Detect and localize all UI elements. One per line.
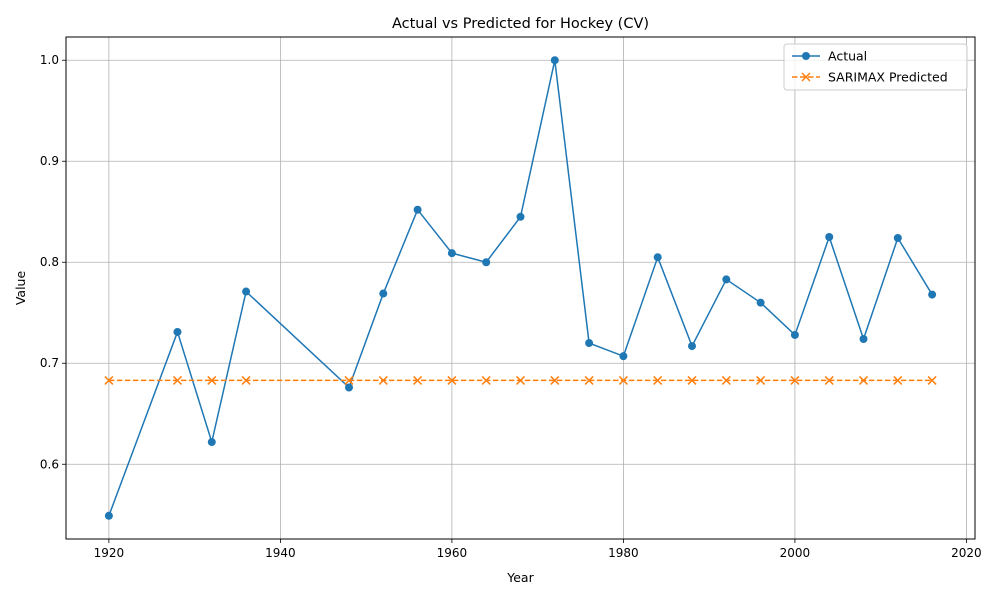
data-point-actual [653, 253, 662, 262]
data-point-actual [242, 287, 251, 296]
x-tick-label: 1960 [437, 546, 468, 560]
data-point-actual [104, 511, 113, 520]
y-axis-label: Value [13, 271, 28, 306]
series-layer [104, 56, 937, 520]
series-actual [104, 56, 937, 520]
data-point-sarimax-predicted [858, 375, 869, 385]
data-point-sarimax-predicted [413, 375, 423, 385]
x-tick-label: 1980 [608, 546, 639, 560]
y-tick-label: 0.9 [40, 154, 59, 168]
data-point-sarimax-predicted [550, 375, 560, 385]
data-point-actual [585, 339, 594, 348]
data-point-actual [859, 335, 868, 344]
data-point-sarimax-predicted [241, 375, 251, 385]
data-point-actual [207, 438, 216, 447]
data-point-actual [688, 342, 697, 351]
data-point-actual [790, 330, 799, 339]
legend-item-sarimax-predicted: SARIMAX Predicted [792, 70, 948, 85]
data-point-actual [344, 383, 353, 392]
data-point-sarimax-predicted [447, 375, 457, 385]
data-point-actual [379, 289, 388, 298]
data-point-actual [413, 205, 422, 214]
legend-marker [801, 72, 811, 82]
data-point-actual [893, 234, 902, 243]
data-point-sarimax-predicted [893, 375, 903, 385]
data-point-sarimax-predicted [172, 375, 183, 385]
series-sarimax-predicted [104, 375, 937, 385]
data-point-sarimax-predicted [721, 375, 731, 385]
data-point-actual [722, 275, 731, 284]
y-tick-label: 1.0 [40, 53, 59, 67]
legend-box [783, 43, 968, 91]
legend-item-actual: Actual [792, 49, 867, 64]
data-point-sarimax-predicted [344, 375, 354, 385]
data-point-sarimax-predicted [481, 375, 491, 385]
data-point-sarimax-predicted [756, 375, 766, 385]
data-point-sarimax-predicted [584, 375, 594, 385]
y-tick-label: 0.7 [40, 356, 59, 370]
data-point-sarimax-predicted [207, 375, 217, 385]
data-point-actual [482, 258, 491, 267]
data-point-actual [447, 249, 456, 258]
legend: Actual SARIMAX Predicted [783, 43, 968, 91]
data-point-sarimax-predicted [790, 375, 800, 385]
data-point-sarimax-predicted [927, 375, 937, 385]
plot-frame [65, 36, 976, 540]
data-point-actual [173, 327, 182, 336]
legend-label: Actual [828, 49, 867, 64]
x-axis-label: Year [506, 570, 534, 585]
data-point-actual [550, 56, 559, 65]
data-point-actual [825, 232, 834, 241]
data-point-sarimax-predicted [824, 375, 834, 385]
data-point-sarimax-predicted [618, 375, 628, 385]
x-tick-label: 1940 [265, 546, 296, 560]
x-tick-label: 2020 [951, 546, 982, 560]
x-tick-label: 2000 [780, 546, 811, 560]
data-point-sarimax-predicted [653, 375, 663, 385]
data-point-sarimax-predicted [378, 375, 388, 385]
data-point-sarimax-predicted [515, 375, 526, 385]
ticks: 1920 1940 1960 1980 2000 2020 0.6 0.7 0.8 0.9 1.0 [40, 53, 982, 560]
data-point-sarimax-predicted [687, 375, 697, 385]
data-point-actual [928, 290, 937, 299]
x-tick-label: 1920 [94, 546, 125, 560]
legend-marker [802, 52, 810, 60]
data-point-actual [619, 352, 628, 361]
data-point-actual [756, 298, 765, 307]
legend-label: SARIMAX Predicted [828, 70, 948, 85]
data-point-sarimax-predicted [104, 375, 114, 385]
y-tick-label: 0.6 [40, 457, 59, 471]
y-tick-label: 0.8 [40, 255, 59, 269]
series-line-actual [108, 60, 933, 517]
chart-title: Actual vs Predicted for Hockey (CV) [392, 16, 649, 32]
data-point-actual [516, 212, 525, 221]
